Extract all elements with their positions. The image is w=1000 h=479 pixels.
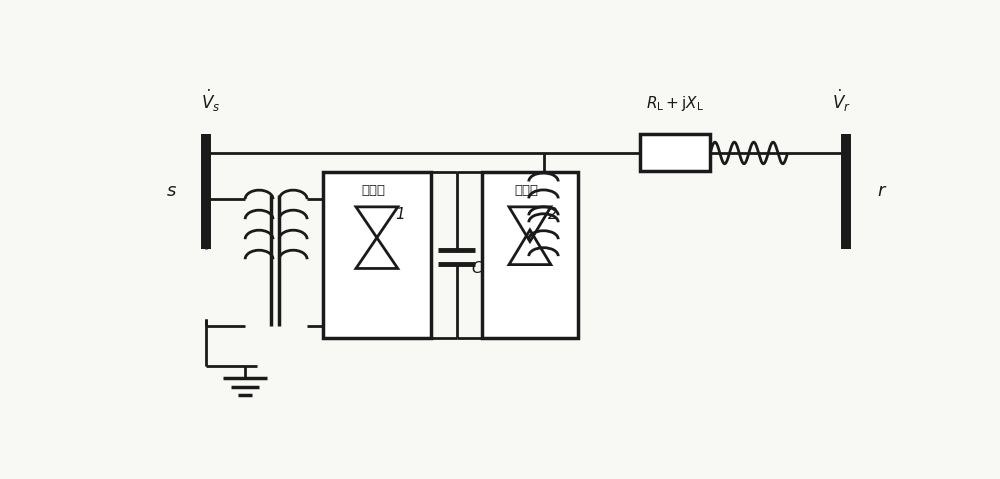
Text: $\dot{V}_r$: $\dot{V}_r$ bbox=[832, 88, 851, 114]
Text: 2: 2 bbox=[548, 207, 558, 222]
Text: 变流器: 变流器 bbox=[361, 184, 385, 197]
Bar bbox=[640, 135, 710, 171]
Bar bbox=[482, 172, 578, 338]
Text: $C$: $C$ bbox=[471, 261, 483, 276]
Text: 变流器: 变流器 bbox=[514, 184, 538, 197]
Text: s: s bbox=[167, 182, 176, 200]
Text: r: r bbox=[877, 182, 884, 200]
Bar bbox=[323, 172, 431, 338]
Text: 1: 1 bbox=[395, 207, 405, 222]
Text: $\dot{V}_s$: $\dot{V}_s$ bbox=[201, 88, 220, 114]
Text: $R_\mathrm{L}+\mathrm{j}X_\mathrm{L}$: $R_\mathrm{L}+\mathrm{j}X_\mathrm{L}$ bbox=[646, 94, 704, 113]
